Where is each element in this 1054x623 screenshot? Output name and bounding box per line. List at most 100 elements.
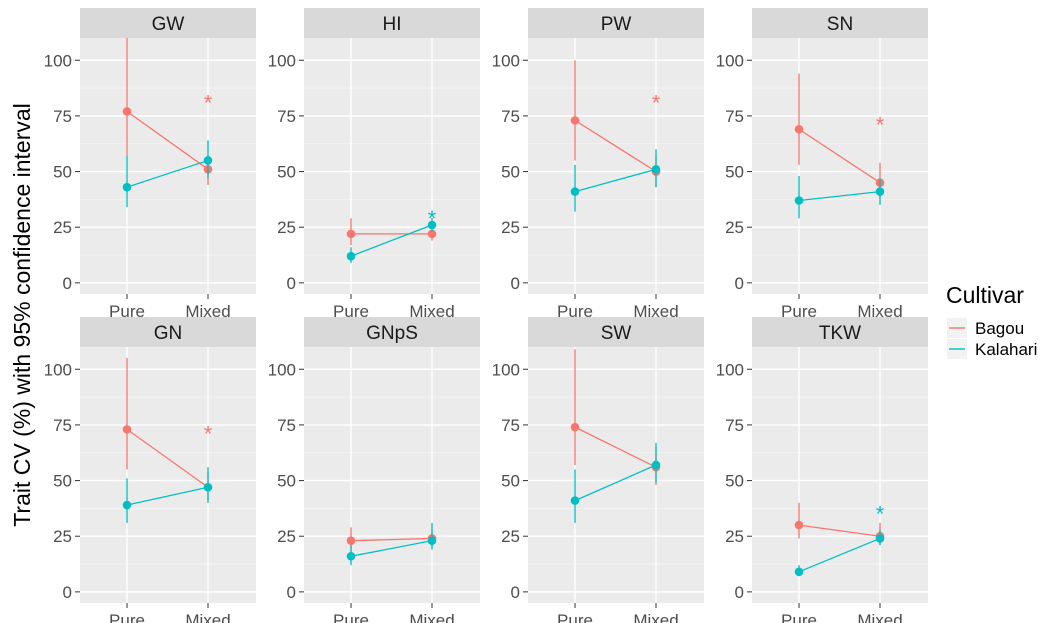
y-tick-label: 50 — [53, 163, 72, 182]
plot-background — [528, 347, 704, 603]
plot-background — [528, 38, 704, 294]
y-tick-label: 50 — [501, 472, 520, 491]
y-tick-label: 100 — [268, 51, 296, 70]
point-bagou — [794, 520, 804, 530]
y-tick-label: 25 — [725, 218, 744, 237]
series-line-bagou — [574, 119, 657, 173]
point-kalahari — [122, 500, 132, 510]
series-line-kalahari — [574, 464, 657, 502]
significance-marker: * — [652, 90, 661, 115]
y-tick-label: 100 — [44, 360, 72, 379]
facet-title: HI — [383, 14, 402, 35]
point-kalahari — [794, 196, 804, 205]
series-line-kalahari — [574, 168, 657, 193]
x-tick-label: Mixed — [633, 611, 678, 623]
series-line-kalahari — [798, 190, 881, 202]
facet-strip — [528, 317, 704, 347]
y-tick-label: 0 — [63, 583, 72, 602]
y-tick-label: 75 — [277, 416, 296, 435]
x-tick-label: Pure — [781, 302, 817, 321]
x-tick-label: Pure — [557, 302, 593, 321]
y-tick-label: 25 — [277, 527, 296, 546]
y-tick-label: 25 — [725, 527, 744, 546]
y-tick-label: 0 — [287, 583, 296, 602]
facet-title: TKW — [819, 323, 861, 344]
point-bagou — [570, 422, 580, 432]
plot-background — [304, 38, 480, 294]
facet-panel-gn: GN 0 25 50 75 100 Pure Mixed * — [44, 317, 256, 623]
facet-title: GW — [152, 14, 185, 35]
facet-title: PW — [601, 14, 632, 35]
point-bagou — [122, 107, 132, 116]
data-layer — [794, 502, 885, 577]
plot-background — [80, 38, 256, 294]
x-tick-label: Mixed — [857, 611, 902, 623]
y-tick-label: 0 — [735, 274, 744, 293]
point-kalahari — [346, 251, 356, 261]
facet-panel-sw: SW 0 25 50 75 100 Pure Mixed — [492, 317, 704, 623]
x-tick-label: Pure — [333, 611, 369, 623]
y-tick-label: 75 — [501, 416, 520, 435]
facet-title: SW — [601, 323, 632, 344]
facet-title: SN — [827, 14, 853, 35]
series-line-kalahari — [350, 224, 433, 257]
series-line-kalahari — [350, 540, 433, 557]
y-tick-label: 0 — [287, 274, 296, 293]
y-tick-label: 0 — [63, 274, 72, 293]
y-tick-label: 50 — [725, 472, 744, 491]
facet-panel-gnps: GNpS 0 25 50 75 100 Pure Mixed — [268, 317, 480, 623]
plot-background — [752, 38, 928, 294]
y-tick-label: 100 — [716, 51, 744, 70]
x-tick-label: Pure — [781, 611, 817, 623]
significance-marker: * — [876, 502, 885, 527]
legend-label: Kalahari — [975, 340, 1037, 359]
point-kalahari — [122, 182, 132, 192]
point-bagou — [794, 124, 804, 134]
series-line-kalahari — [798, 537, 881, 573]
point-kalahari — [651, 165, 661, 174]
y-tick-label: 50 — [725, 163, 744, 182]
y-tick-label: 25 — [53, 527, 72, 546]
facet-strip — [304, 317, 480, 347]
point-kalahari — [203, 156, 213, 165]
series-line-kalahari — [126, 159, 209, 188]
facet-panel-pw: PW 0 25 50 75 100 Pure Mixed * — [492, 8, 704, 321]
x-tick-label: Mixed — [409, 302, 454, 321]
data-layer — [794, 73, 885, 219]
y-tick-label: 50 — [53, 472, 72, 491]
facet-panel-tkw: TKW 0 25 50 75 100 Pure Mixed * — [716, 317, 928, 623]
y-tick-label: 50 — [277, 472, 296, 491]
y-tick-label: 50 — [501, 163, 520, 182]
data-layer — [346, 218, 437, 263]
legend-label: Bagou — [975, 319, 1024, 338]
y-tick-label: 75 — [53, 107, 72, 126]
y-tick-label: 0 — [511, 274, 520, 293]
x-tick-label: Mixed — [185, 302, 230, 321]
facet-panels: GW 0 25 50 75 100 Pure Mixed * HI 0 25 50 75 100 Pure Mi… — [44, 8, 928, 623]
series-line-bagou — [798, 524, 881, 537]
y-tick-label: 100 — [716, 360, 744, 379]
y-tick-label: 75 — [53, 416, 72, 435]
data-layer — [570, 60, 661, 212]
x-tick-label: Pure — [109, 302, 145, 321]
x-tick-label: Pure — [557, 611, 593, 623]
y-axis-title: Trait CV (%) with 95% confidence interva… — [9, 103, 35, 527]
point-kalahari — [875, 187, 885, 196]
series-line-bagou — [574, 426, 657, 468]
facet-strip — [752, 8, 928, 38]
series-line-bagou — [350, 537, 433, 542]
y-tick-label: 75 — [277, 107, 296, 126]
series-line-bagou — [126, 428, 209, 488]
y-tick-label: 25 — [501, 218, 520, 237]
y-tick-label: 100 — [268, 360, 296, 379]
significance-marker: * — [204, 422, 213, 447]
x-tick-label: Mixed — [409, 611, 454, 623]
y-tick-label: 25 — [501, 527, 520, 546]
point-kalahari — [427, 220, 437, 230]
facet-strip — [528, 8, 704, 38]
series-line-kalahari — [126, 486, 209, 506]
y-tick-label: 25 — [277, 218, 296, 237]
facet-title: GN — [154, 323, 183, 344]
y-tick-label: 100 — [492, 360, 520, 379]
data-layer — [346, 522, 437, 566]
